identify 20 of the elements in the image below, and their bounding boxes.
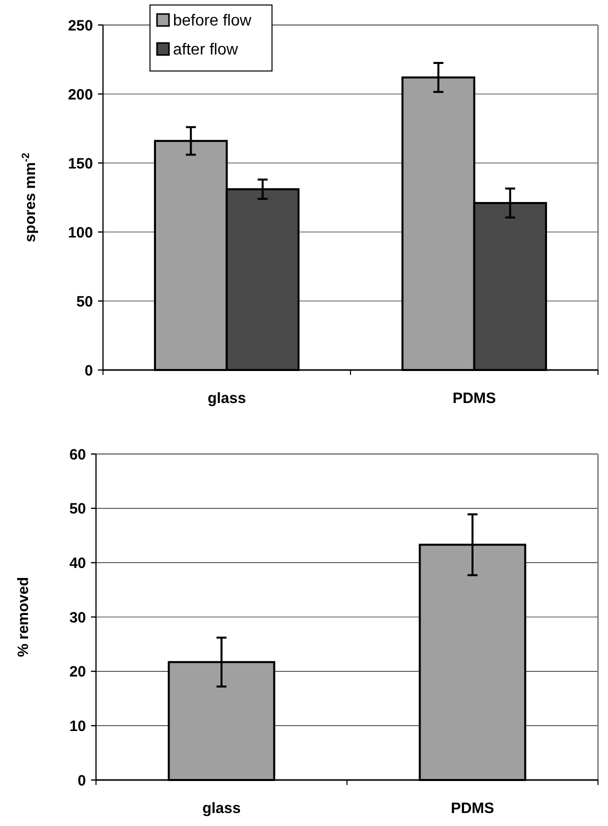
x-tick-label: PDMS bbox=[452, 390, 496, 407]
y-tick-label: 50 bbox=[76, 293, 93, 310]
x-tick-label: glass bbox=[208, 390, 246, 407]
y-axis-title: % removed bbox=[15, 576, 32, 658]
x-tick-label: glass bbox=[202, 800, 241, 817]
legend-label: before flow bbox=[173, 12, 252, 30]
y-tick-label: 150 bbox=[68, 155, 93, 172]
legend-label: after flow bbox=[173, 42, 238, 59]
y-tick-label: 50 bbox=[69, 500, 86, 518]
y-tick-label: 200 bbox=[68, 86, 93, 104]
y-tick-label: 250 bbox=[68, 17, 93, 34]
y-tick-label: 30 bbox=[69, 609, 86, 626]
y-tick-label: 0 bbox=[84, 362, 93, 380]
y-tick-label: 10 bbox=[69, 718, 86, 735]
y-tick-label: 100 bbox=[68, 224, 93, 242]
x-tick-label: PDMS bbox=[450, 800, 494, 817]
y-tick-label: 40 bbox=[69, 554, 86, 572]
y-tick-label: 20 bbox=[69, 664, 86, 681]
y-tick-label: 60 bbox=[69, 446, 86, 464]
y-tick-label: 0 bbox=[78, 772, 86, 790]
